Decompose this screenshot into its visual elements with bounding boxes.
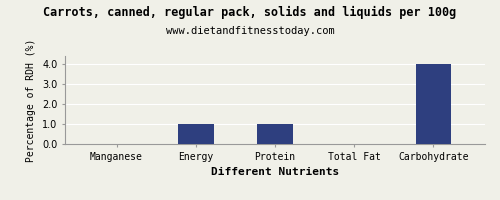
Bar — [257, 124, 293, 144]
Text: www.dietandfitnesstoday.com: www.dietandfitnesstoday.com — [166, 26, 334, 36]
Bar — [416, 64, 452, 144]
X-axis label: Different Nutrients: Different Nutrients — [211, 167, 339, 177]
Text: Carrots, canned, regular pack, solids and liquids per 100g: Carrots, canned, regular pack, solids an… — [44, 6, 457, 19]
Y-axis label: Percentage of RDH (%): Percentage of RDH (%) — [26, 38, 36, 162]
Bar — [178, 124, 214, 144]
